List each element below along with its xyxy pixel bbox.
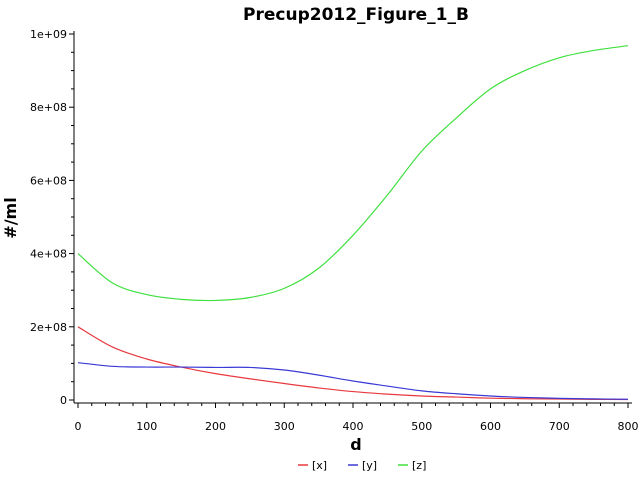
y-axis-label: #/ml <box>1 197 20 238</box>
x-tick-label: 400 <box>343 420 364 433</box>
series-layer <box>77 45 629 401</box>
legend-label-y: [y] <box>362 459 377 472</box>
y-tick-label: 1e+09 <box>30 28 67 41</box>
y-tick-label: 2e+08 <box>30 321 67 334</box>
legend-label-z: [z] <box>412 459 426 472</box>
x-tick-label: 600 <box>480 420 501 433</box>
series-line-z <box>77 45 629 302</box>
axes: 0 100 200 300 400 500 600 700 800 0 2e+08 4e+08 6e+0… <box>30 28 638 433</box>
x-tick-label: 300 <box>274 420 295 433</box>
chart-title: Precup2012_Figure_1_B <box>243 5 469 25</box>
x-axis-label: d <box>350 435 361 454</box>
x-tick-label: 800 <box>618 420 639 433</box>
y-tick-label: 8e+08 <box>30 101 67 114</box>
y-tick-label: 0 <box>60 394 67 407</box>
x-tick-label: 0 <box>75 420 82 433</box>
series-line-y <box>77 362 629 400</box>
legend: [x] [y] [z] <box>298 459 426 472</box>
plot-area <box>74 31 632 403</box>
x-tick-label: 500 <box>411 420 432 433</box>
x-tick-label: 200 <box>205 420 226 433</box>
series-line-x <box>77 326 629 401</box>
x-tick-label: 100 <box>136 420 157 433</box>
x-tick-label: 700 <box>549 420 570 433</box>
y-tick-label: 6e+08 <box>30 174 67 187</box>
y-tick-label: 4e+08 <box>30 248 67 261</box>
legend-label-x: [x] <box>312 459 327 472</box>
